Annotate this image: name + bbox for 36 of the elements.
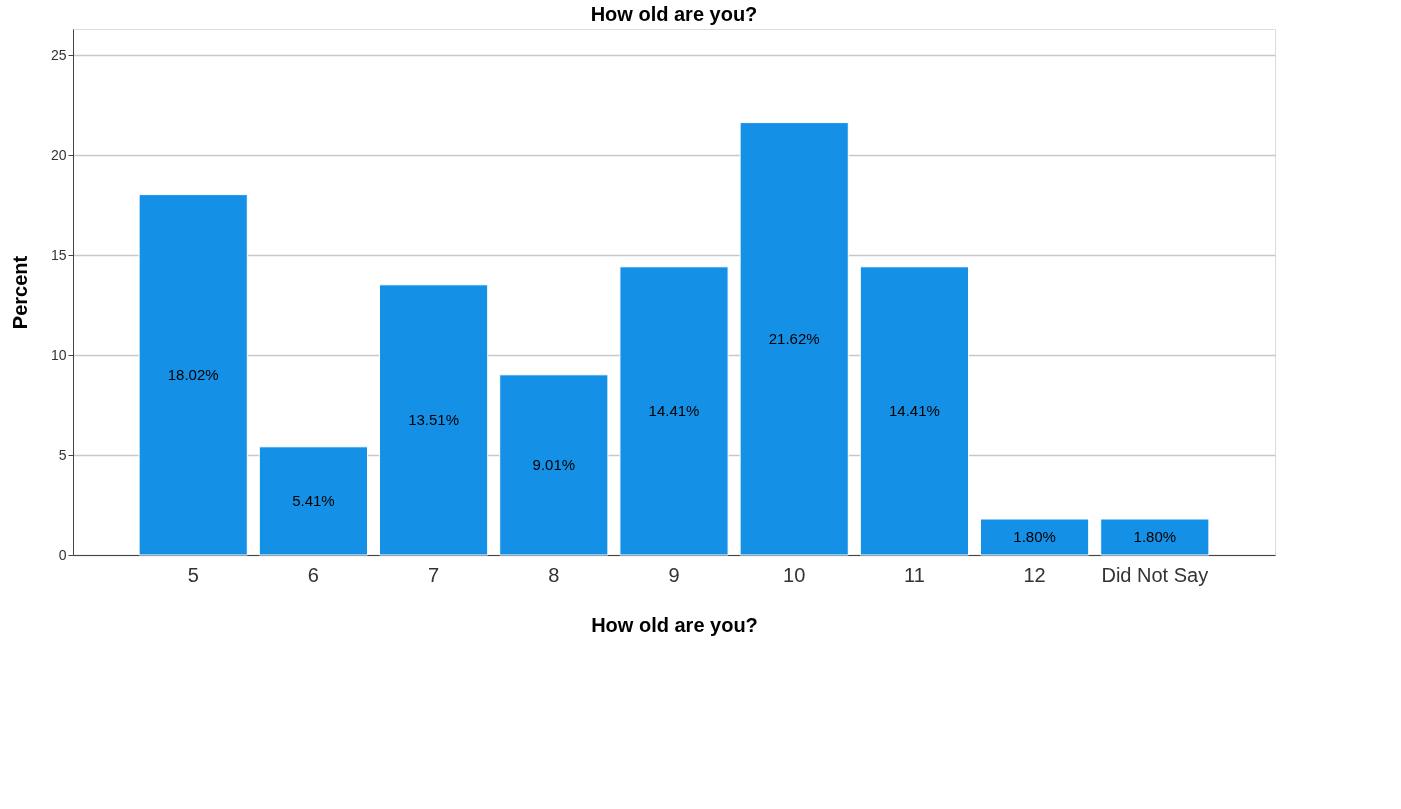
bar <box>258 446 368 556</box>
data-label: 13.51% <box>408 410 460 428</box>
data-label: 14.41% <box>888 401 940 419</box>
chart-title: How old are you? <box>590 3 758 25</box>
x-tick-label: 10 <box>783 563 806 586</box>
data-label: 9.01% <box>532 455 576 473</box>
bar <box>739 122 849 556</box>
y-tick-label: 5 <box>58 446 67 463</box>
y-tick-label: 25 <box>50 46 67 63</box>
y-tick-label: 10 <box>50 346 67 363</box>
data-label: 1.80% <box>1013 528 1056 545</box>
y-tick-label: 15 <box>50 246 67 263</box>
bar <box>619 266 729 556</box>
x-tick-label: 11 <box>904 563 925 586</box>
bar <box>379 284 489 556</box>
bar <box>1100 518 1210 556</box>
data-label: 21.62% <box>768 329 820 347</box>
x-tick-label: 8 <box>548 563 560 586</box>
x-axis-title: How old are you? <box>591 613 758 636</box>
data-label: 1.80% <box>1133 528 1177 545</box>
x-tick-label: 9 <box>668 563 680 586</box>
x-tick-label: 5 <box>187 563 199 586</box>
bar <box>499 374 609 556</box>
y-axis-title: Percent <box>8 255 31 330</box>
x-tick-label: 7 <box>428 563 440 586</box>
x-tick-label: Did Not Say <box>1101 563 1209 586</box>
data-label: 18.02% <box>167 365 219 383</box>
y-tick-label: 0 <box>58 546 67 563</box>
data-label: 14.41% <box>648 401 700 419</box>
bar <box>980 518 1090 556</box>
x-tick-label: 6 <box>307 563 319 586</box>
bar <box>859 266 969 556</box>
x-tick-label: 12 <box>1023 563 1046 586</box>
data-label: 5.41% <box>292 491 335 509</box>
bar <box>138 194 248 556</box>
y-tick-label: 20 <box>50 146 67 163</box>
